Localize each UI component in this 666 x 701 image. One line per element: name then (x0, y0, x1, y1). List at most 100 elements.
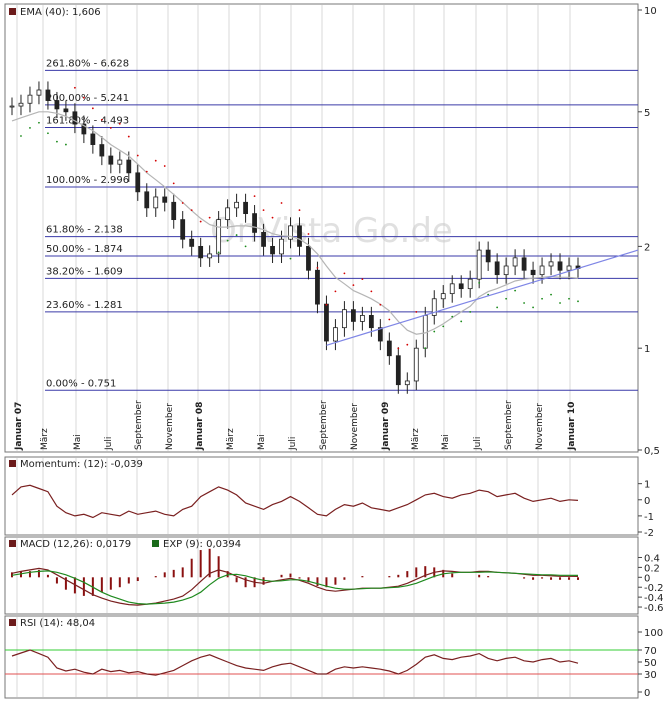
xaxis-month-label: Mai (73, 434, 83, 450)
fib-level-label: 100.00% - 2.996 (46, 175, 129, 186)
ytick-label: -0.2 (644, 583, 664, 594)
candle-body (359, 315, 365, 322)
candle-body (252, 213, 257, 233)
stop-dot (424, 347, 427, 350)
fib-level-label: 261.80% - 6.628 (46, 58, 129, 69)
stop-dot (163, 165, 166, 167)
candle-body (395, 355, 401, 386)
stop-dot (397, 347, 400, 350)
candle-body (404, 380, 410, 386)
stop-dot (190, 209, 193, 212)
candle-body (494, 261, 500, 276)
stop-dot (514, 289, 517, 292)
xaxis-month-label: Mai (257, 434, 267, 450)
stop-dot (20, 135, 22, 137)
stop-dot (478, 281, 481, 284)
xaxis-month-label: Juli (104, 437, 114, 451)
stop-dot (415, 311, 418, 313)
candle-body (467, 278, 473, 290)
stop-dot (226, 239, 229, 242)
legend-swatch-rsi (9, 619, 16, 626)
xaxis-month-label: März (226, 428, 236, 450)
stop-dot (136, 154, 139, 157)
fib-level-label: 61.80% - 2.138 (46, 225, 123, 236)
xaxis-month-label: November (535, 403, 545, 450)
candle-body (324, 303, 329, 342)
stop-dot (568, 297, 570, 300)
stop-dot (145, 170, 148, 173)
candle-body (216, 219, 222, 255)
candle-body (189, 238, 195, 247)
stop-dot (289, 257, 292, 260)
candle-body (530, 269, 536, 276)
legend-momentum: Momentum: (12): -0,039 (20, 459, 143, 470)
candle-body (144, 191, 150, 209)
stop-dot (172, 182, 175, 185)
stop-dot (352, 284, 355, 287)
stop-dot (370, 290, 373, 293)
stop-dot (298, 209, 301, 212)
stop-dot (523, 302, 525, 304)
stop-dot (316, 266, 319, 269)
candle-body (63, 108, 69, 113)
candle-body (72, 111, 78, 125)
ytick-label: 0.2 (644, 563, 660, 574)
stop-dot (460, 320, 463, 323)
candle-body (521, 257, 527, 271)
candle-body (368, 315, 374, 329)
legend-swatch-ema (9, 8, 16, 15)
stop-dot (550, 293, 552, 296)
stop-dot (199, 220, 202, 223)
candle-body (117, 159, 123, 165)
watermark-text: OnVista Go.de (210, 211, 453, 251)
xaxis-month-label: Mai (441, 434, 451, 450)
stop-dot (379, 303, 382, 306)
candle-body (81, 123, 87, 135)
candle-body (350, 309, 356, 322)
stop-dot (253, 195, 256, 198)
ytick-label: 0,5 (644, 446, 660, 457)
candle-body (557, 261, 563, 271)
stop-dot (235, 234, 238, 236)
candle-body (234, 201, 240, 209)
stop-dot (388, 318, 391, 321)
candle-body (279, 238, 284, 255)
ytick-label: -0.6 (644, 603, 664, 614)
candle-body (512, 257, 518, 267)
xaxis-month-label: Januar 07 (14, 402, 24, 451)
candle-body (458, 283, 464, 290)
fib-level-label: 38.20% - 1.609 (46, 266, 123, 277)
stop-dot (307, 233, 310, 235)
candle-body (18, 102, 24, 107)
stop-dot (181, 202, 184, 204)
candle-body (243, 201, 248, 215)
ytick-label: 1 (644, 344, 650, 355)
stop-dot (496, 306, 499, 309)
candle-body (566, 265, 572, 271)
stop-dot (82, 96, 85, 99)
stop-dot (208, 216, 211, 219)
stop-dot (325, 303, 328, 306)
xaxis-month-label: Januar 08 (195, 402, 205, 451)
candle-body (476, 249, 482, 280)
ytick-label: 5 (644, 108, 650, 119)
ytick-label: 0.4 (644, 553, 660, 564)
stop-dot (271, 216, 274, 219)
stop-dot (442, 325, 445, 328)
stop-dot (451, 315, 454, 318)
stop-dot (406, 343, 409, 346)
legend-exp: EXP (9): 0,0394 (163, 539, 241, 550)
stop-dot (334, 290, 337, 293)
stop-dot (109, 127, 112, 129)
stop-dot (56, 140, 58, 143)
candle-body (27, 94, 33, 104)
stop-dot (73, 86, 76, 89)
stop-dot (505, 297, 508, 300)
fib-level-label: 0.00% - 0.751 (46, 378, 116, 389)
candle-body (288, 225, 293, 240)
ytick-label: 0 (644, 496, 650, 507)
candle-body (270, 245, 275, 255)
candle-body (54, 100, 60, 110)
candle-body (386, 340, 392, 357)
